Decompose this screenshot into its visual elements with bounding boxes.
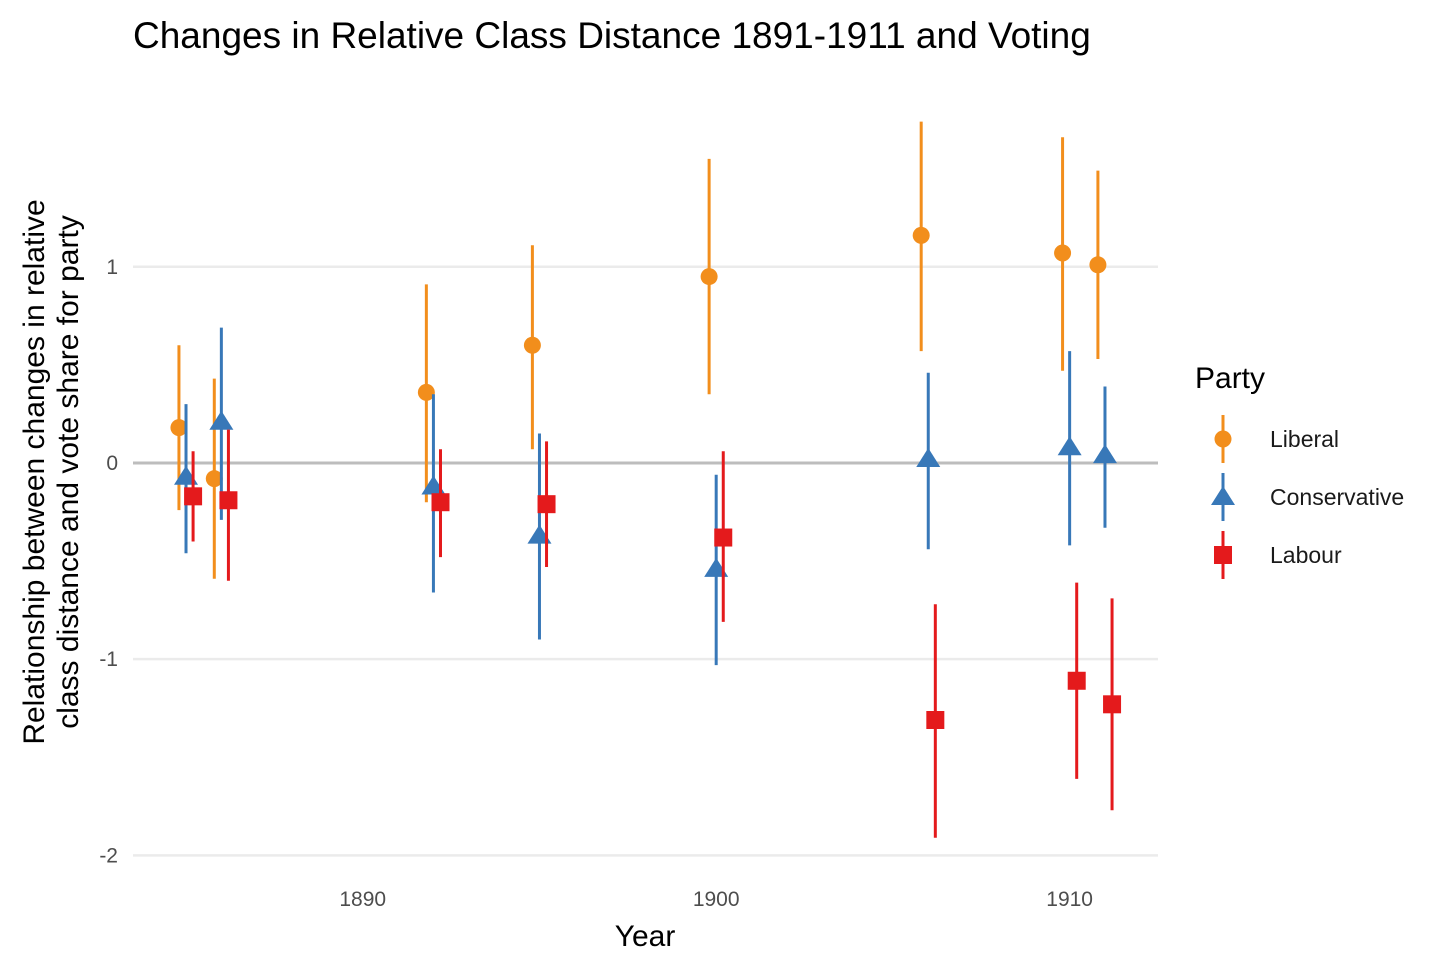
labour-point-7	[1103, 695, 1122, 714]
legend-conservative-symbol	[1211, 486, 1235, 505]
liberal-point-2	[417, 383, 435, 401]
labour-point-6	[1067, 671, 1086, 690]
conservative-point-1	[209, 410, 234, 430]
labour-point-4	[714, 528, 733, 547]
legend-key-conservative: Conservative	[1211, 473, 1404, 521]
liberal-point-6	[1054, 244, 1072, 262]
x-tick-label-1890: 1890	[339, 888, 386, 911]
legend: Party Liberal Conservative Labour	[1195, 362, 1404, 579]
series-labour	[184, 429, 1122, 838]
legend-conservative-label: Conservative	[1270, 484, 1404, 510]
conservative-point-5	[916, 448, 941, 468]
legend-labour-label: Labour	[1270, 542, 1342, 568]
x-axis-title: Year	[615, 920, 676, 953]
y-tick-label-1: 1	[106, 256, 118, 279]
labour-point-3	[537, 495, 556, 514]
legend-liberal-label: Liberal	[1270, 426, 1339, 452]
legend-key-labour: Labour	[1214, 531, 1342, 579]
legend-title: Party	[1195, 362, 1265, 395]
liberal-point-5	[912, 226, 930, 244]
liberal-point-1	[205, 470, 223, 488]
chart-title: Changes in Relative Class Distance 1891-…	[133, 15, 1091, 56]
liberal-point-0	[170, 419, 188, 437]
labour-point-1	[219, 491, 238, 510]
legend-liberal-symbol	[1214, 430, 1232, 448]
y-axis-title: Relationship between changes in relative…	[18, 199, 85, 744]
conservative-point-7	[1092, 444, 1117, 464]
legend-labour-symbol	[1214, 546, 1232, 564]
x-axis-ticks: 1890 1900 1910	[339, 888, 1093, 911]
x-tick-label-1900: 1900	[693, 888, 740, 911]
conservative-point-6	[1057, 436, 1082, 456]
y-tick-label--2: -2	[99, 844, 118, 867]
labour-point-0	[184, 487, 203, 506]
liberal-point-3	[523, 336, 541, 354]
legend-keys: Liberal Conservative Labour	[1211, 415, 1404, 579]
grid-lines	[133, 265, 1158, 857]
x-tick-label-1910: 1910	[1046, 888, 1093, 911]
labour-point-2	[431, 493, 450, 512]
series-conservative	[174, 327, 1117, 666]
y-axis-ticks: -2 -1 0 1	[99, 256, 118, 868]
series-liberal	[170, 121, 1107, 579]
liberal-point-4	[700, 268, 718, 286]
labour-point-5	[926, 711, 945, 729]
legend-key-liberal: Liberal	[1214, 415, 1339, 463]
y-tick-label--1: -1	[99, 648, 118, 671]
y-tick-label-0: 0	[106, 452, 118, 475]
liberal-point-7	[1089, 256, 1107, 274]
data-marks	[170, 121, 1122, 838]
y-axis-title-line-1: Relationship between changes in relative	[18, 199, 51, 744]
y-axis-title-line-2: class distance and vote share for party	[52, 215, 85, 729]
